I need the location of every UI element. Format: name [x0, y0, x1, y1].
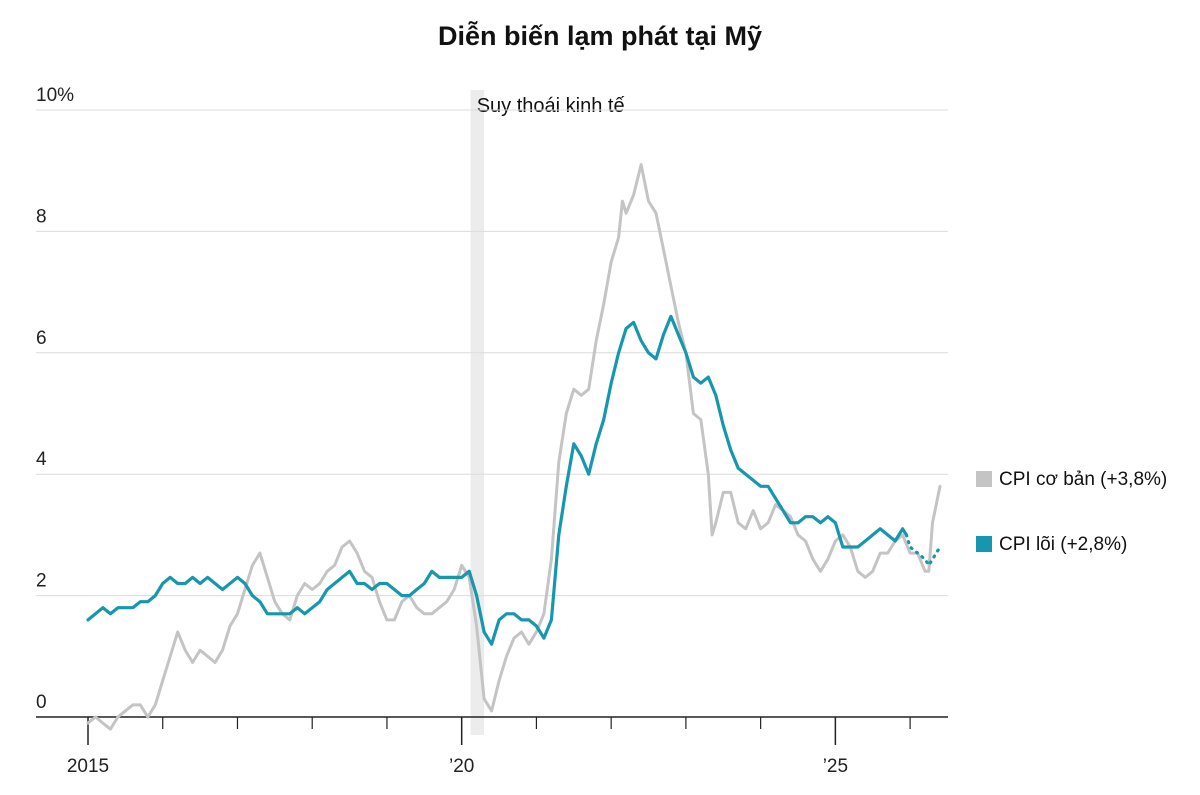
recession-label: Suy thoái kinh tế [477, 95, 625, 117]
legend-swatch [976, 536, 992, 552]
legend: CPI cơ bản (+3,8%) CPI lõi (+2,8%) [976, 469, 1167, 555]
legend-label: CPI lõi (+2,8%) [999, 534, 1127, 555]
recession-band: Suy thoái kinh tế [470, 90, 625, 735]
y-tick-label: 6 [36, 328, 47, 349]
y-tick-label: 10% [36, 85, 74, 106]
legend-label: CPI cơ bản (+3,8%) [999, 469, 1167, 490]
headline-cpi-line [86, 163, 942, 731]
y-tick-label: 2 [36, 571, 47, 592]
chart-title: Diễn biến lạm phát tại Mỹ [438, 20, 762, 51]
x-tick-label: ’20 [449, 756, 474, 777]
y-tick-label: 4 [36, 449, 47, 470]
y-axis: 0 2 4 6 8 10% [36, 85, 74, 713]
recession-shade [470, 90, 485, 735]
legend-swatch [976, 471, 992, 487]
core-cpi-line-dotted [904, 533, 942, 569]
series-layer [86, 163, 942, 731]
y-tick-label: 0 [36, 692, 47, 713]
y-tick-label: 8 [36, 206, 47, 227]
x-axis: 2015 ’20 ’25 [67, 717, 911, 777]
core-cpi-line [86, 314, 908, 646]
x-tick-label: 2015 [67, 756, 109, 777]
gridlines [36, 109, 948, 718]
x-tick-label: ’25 [823, 756, 848, 777]
